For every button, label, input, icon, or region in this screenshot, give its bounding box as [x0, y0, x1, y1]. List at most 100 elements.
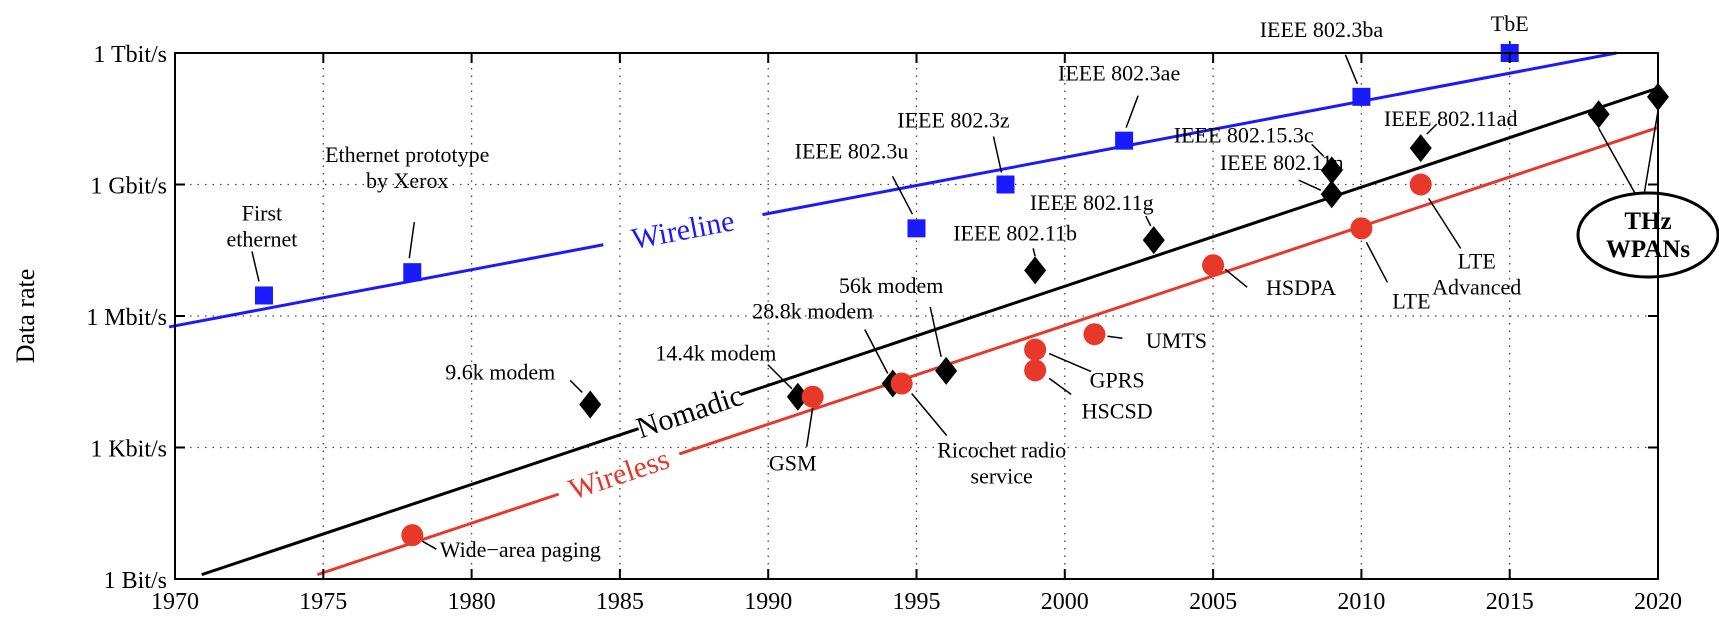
- leader-line: [992, 136, 1003, 173]
- callout-leader: [1643, 110, 1659, 196]
- marker-circle: [1202, 254, 1225, 277]
- annotation-line: IEEE 802.15.3c: [1174, 122, 1314, 147]
- callout-line: THz: [1624, 208, 1671, 235]
- annotation-lte-advanced: LTE Advanced: [1432, 249, 1521, 300]
- y-tick-label: 1 Kbit/s: [90, 437, 167, 463]
- marker-layer: [254, 44, 1669, 547]
- annotation-line: IEEE 802.11ad: [1384, 106, 1518, 131]
- annotation-ricochet: Ricochet radio service: [937, 438, 1066, 489]
- thz-callout-ellipse: [1576, 191, 1719, 279]
- marker-circle: [1024, 359, 1047, 382]
- annotation-ieee-802-11ad: IEEE 802.11ad: [1384, 106, 1518, 131]
- annotation-ieee-802-3z: IEEE 802.3z: [897, 108, 1010, 133]
- annotation-tbe: TbE: [1491, 11, 1529, 36]
- annotation-line: by Xerox: [366, 168, 448, 193]
- leader-line: [1107, 335, 1123, 339]
- x-tick-label: 1990: [744, 589, 792, 615]
- y-axis-title: Data rate: [11, 269, 40, 364]
- annotation-modem-14-4k: 14.4k modem: [655, 341, 776, 366]
- trend-line-wireline: [762, 51, 1617, 217]
- annotation-wide-area-paging: Wide−area paging: [440, 537, 601, 562]
- marker-square: [1115, 131, 1134, 150]
- annotation-line: Ethernet prototype: [325, 142, 489, 167]
- leader-line: [569, 379, 583, 393]
- y-tick-label: 1 Tbit/s: [93, 42, 167, 68]
- annotation-line: ethernet: [227, 226, 298, 251]
- annotation-line: IEEE 802.11g: [1030, 190, 1154, 215]
- annotation-line: service: [971, 464, 1033, 489]
- marker-diamond: [786, 382, 809, 411]
- annotation-line: LTE: [1392, 288, 1430, 313]
- trend-line-nomadic: [740, 86, 1659, 397]
- annotation-line: 28.8k modem: [752, 299, 873, 324]
- annotation-line: 14.4k modem: [655, 341, 776, 366]
- leader-line: [1048, 352, 1092, 373]
- marker-circle: [1083, 323, 1106, 346]
- x-tick-label: 1970: [151, 589, 199, 615]
- annotation-line: IEEE 802.3z: [897, 108, 1010, 133]
- x-tick-label: 2015: [1486, 589, 1534, 615]
- annotation-line: HSCSD: [1082, 398, 1153, 423]
- marker-circle: [1350, 217, 1373, 240]
- annotation-ieee-802-3u: IEEE 802.3u: [795, 138, 909, 163]
- y-tick-label: 1 Gbit/s: [90, 174, 167, 200]
- annotation-modem-56k: 56k modem: [839, 273, 944, 298]
- annotation-first-ethernet: First ethernet: [227, 200, 298, 251]
- x-tick-label: 1985: [596, 589, 644, 615]
- annotation-umts: UMTS: [1146, 328, 1207, 353]
- y-tick-label: 1 Mbit/s: [86, 305, 167, 331]
- marker-circle: [890, 372, 913, 395]
- tick-layer: 1970 1975 1980 1985 1990 1995 2000 2005 2010 2015…: [86, 42, 1682, 615]
- leader-line: [1428, 198, 1462, 249]
- annotation-line: IEEE 802.11b: [953, 220, 1077, 245]
- trend-line-wireless: [678, 126, 1659, 456]
- x-tick-label: 2000: [1041, 589, 1089, 615]
- annotation-line: Ricochet radio: [937, 438, 1066, 463]
- annotation-line: UMTS: [1146, 328, 1207, 353]
- marker-circle: [1024, 338, 1047, 361]
- annotation-line: IEEE 802.3ae: [1058, 61, 1180, 86]
- marker-square: [996, 175, 1015, 194]
- annotation-ieee-802-11b: IEEE 802.11b: [953, 220, 1077, 245]
- leader-line: [408, 222, 416, 259]
- marker-diamond: [1409, 134, 1432, 163]
- leader-layer: [251, 41, 1659, 550]
- leader-line: [911, 393, 948, 437]
- annotation-gsm: GSM: [769, 451, 817, 476]
- marker-square: [1352, 87, 1371, 106]
- leader-line: [1224, 268, 1248, 288]
- annotation-line: HSDPA: [1266, 275, 1336, 300]
- leader-line: [251, 251, 260, 282]
- x-tick-label: 1980: [448, 589, 496, 615]
- annotation-hsdpa: HSDPA: [1266, 275, 1336, 300]
- trend-line-wireless: [316, 492, 560, 577]
- leader-line: [864, 329, 889, 374]
- marker-diamond: [1320, 180, 1343, 209]
- leader-line: [421, 540, 437, 550]
- marker-circle: [801, 385, 824, 408]
- marker-circle: [1409, 173, 1432, 196]
- x-tick-label: 1995: [893, 589, 941, 615]
- annotation-lte: LTE: [1392, 288, 1430, 313]
- marker-diamond: [1587, 100, 1610, 129]
- trend-line-wireline: [168, 243, 604, 329]
- annotation-ieee-802-3ba: IEEE 802.3ba: [1260, 17, 1384, 42]
- callout-line: WPANs: [1606, 236, 1691, 263]
- annotation-line: IEEE 802.11n: [1220, 150, 1344, 175]
- marker-square: [907, 219, 926, 238]
- marker-circle: [401, 524, 424, 547]
- trend-line-nomadic: [201, 427, 640, 577]
- series-label-nomadic: Nomadic: [632, 379, 747, 445]
- annotation-line: Wide−area paging: [440, 537, 601, 562]
- annotation-modem-28-8k: 28.8k modem: [752, 299, 873, 324]
- annotation-line: 56k modem: [839, 273, 944, 298]
- grid-layer: [175, 53, 1658, 579]
- x-tick-label: 1975: [299, 589, 347, 615]
- leader-line: [1048, 377, 1072, 395]
- annotation-line: 9.6k modem: [445, 359, 555, 384]
- leader-line: [1145, 215, 1152, 227]
- x-tick-label: 2020: [1634, 589, 1682, 615]
- annotation-line: IEEE 802.3ba: [1260, 17, 1384, 42]
- annotation-line: TbE: [1491, 11, 1529, 36]
